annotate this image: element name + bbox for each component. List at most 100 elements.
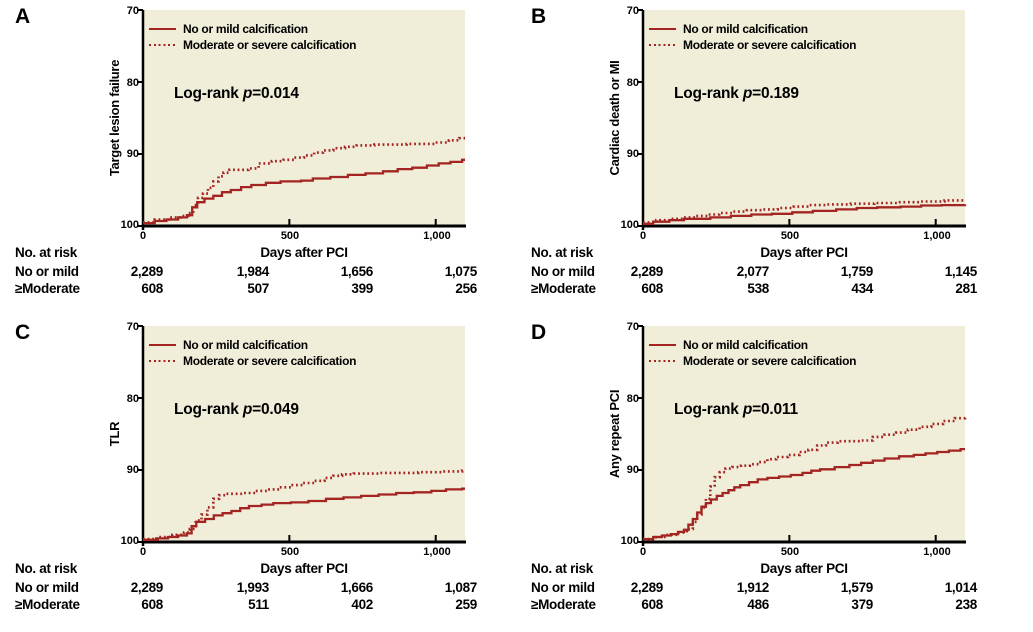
legend-item-dotted: Moderate or severe calcification bbox=[649, 37, 856, 53]
x-tick-label: 500 bbox=[280, 230, 300, 242]
plot-background bbox=[643, 10, 965, 226]
risk-table-header: No. at risk bbox=[15, 245, 77, 260]
y-tick-label: 70 bbox=[126, 321, 139, 333]
y-tick-label: 80 bbox=[126, 393, 139, 405]
logrank-annotation: Log-rank p=0.049 bbox=[174, 401, 299, 419]
solid-line-swatch bbox=[649, 344, 676, 346]
risk-count: 2,289 bbox=[130, 580, 164, 595]
risk-count: 608 bbox=[641, 281, 663, 296]
survival-curve-solid bbox=[143, 158, 465, 225]
dotted-line-swatch bbox=[149, 43, 176, 47]
legend-label-solid: No or mild calcification bbox=[683, 338, 808, 352]
legend-label-solid: No or mild calcification bbox=[183, 338, 308, 352]
risk-count: 1,014 bbox=[944, 580, 978, 595]
risk-count: 486 bbox=[747, 597, 769, 612]
risk-row-label: ≥Moderate bbox=[531, 597, 596, 612]
risk-count: 1,145 bbox=[944, 264, 978, 279]
logrank-p-symbol: p bbox=[242, 401, 253, 418]
risk-count: 608 bbox=[641, 597, 663, 612]
risk-row-label: No or mild bbox=[15, 264, 79, 279]
legend-label-solid: No or mild calcification bbox=[183, 22, 308, 36]
risk-count: 434 bbox=[851, 281, 873, 296]
risk-count: 2,289 bbox=[130, 264, 164, 279]
km-plot-d bbox=[637, 325, 967, 546]
legend-label-dotted: Moderate or severe calcification bbox=[183, 38, 357, 52]
legend-item-dotted: Moderate or severe calcification bbox=[649, 353, 856, 369]
km-plot-b bbox=[637, 9, 967, 230]
risk-count: 1,579 bbox=[840, 580, 874, 595]
panel-c: C TLR No or mild calcification Moderate … bbox=[0, 316, 516, 632]
y-axis-title: TLR bbox=[107, 421, 122, 447]
risk-count: 538 bbox=[747, 281, 769, 296]
risk-count: 1,993 bbox=[236, 580, 270, 595]
risk-count: 608 bbox=[141, 597, 163, 612]
km-plot-a bbox=[137, 9, 466, 230]
legend-item-solid: No or mild calcification bbox=[649, 21, 856, 37]
panel-label: B bbox=[531, 5, 546, 28]
risk-count: 1,984 bbox=[236, 264, 270, 279]
solid-line-swatch bbox=[649, 28, 676, 30]
y-tick-label: 90 bbox=[126, 148, 139, 160]
panel-label: A bbox=[15, 5, 30, 28]
x-tick-label: 500 bbox=[780, 546, 800, 558]
x-axis-title: Days after PCI bbox=[760, 561, 848, 576]
solid-line-swatch bbox=[149, 344, 176, 346]
risk-row-label: No or mild bbox=[15, 580, 79, 595]
y-tick-label: 70 bbox=[126, 5, 139, 17]
survival-curve-solid bbox=[643, 447, 965, 541]
risk-count: 511 bbox=[248, 597, 269, 612]
y-axis-title: Target lesion failure bbox=[107, 59, 122, 177]
panel-d: D Any repeat PCI No or mild calcificatio… bbox=[516, 316, 1032, 632]
y-tick-label: 90 bbox=[126, 464, 139, 476]
risk-count: 256 bbox=[455, 281, 477, 296]
dotted-line-swatch bbox=[149, 359, 176, 363]
x-tick-label: 0 bbox=[139, 546, 147, 558]
x-tick-label: 1,000 bbox=[423, 546, 451, 558]
dotted-line-swatch bbox=[649, 359, 676, 363]
risk-count: 1,759 bbox=[840, 264, 874, 279]
plot-background bbox=[143, 326, 465, 542]
legend-item-dotted: Moderate or severe calcification bbox=[149, 37, 356, 53]
logrank-value: =0.189 bbox=[752, 85, 799, 102]
risk-table-header: No. at risk bbox=[531, 245, 593, 260]
logrank-value: =0.049 bbox=[252, 401, 299, 418]
risk-count: 1,656 bbox=[340, 264, 374, 279]
legend-item-solid: No or mild calcification bbox=[649, 337, 856, 353]
x-tick-label: 0 bbox=[639, 546, 647, 558]
x-tick-label: 1,000 bbox=[923, 230, 951, 242]
risk-table-header: No. at risk bbox=[531, 561, 593, 576]
y-tick-label: 100 bbox=[120, 535, 139, 547]
x-tick-label: 1,000 bbox=[923, 546, 951, 558]
risk-count: 1,087 bbox=[444, 580, 478, 595]
x-axis-title: Days after PCI bbox=[260, 561, 348, 576]
survival-curve-dotted bbox=[643, 199, 967, 224]
survival-curve-dotted bbox=[143, 136, 465, 224]
legend-item-solid: No or mild calcification bbox=[149, 21, 356, 37]
plot-background bbox=[643, 326, 965, 542]
risk-count: 379 bbox=[851, 597, 873, 612]
x-tick-label: 0 bbox=[139, 230, 147, 242]
logrank-prefix: Log-rank bbox=[674, 85, 743, 102]
risk-count: 1,666 bbox=[340, 580, 374, 595]
risk-count: 2,289 bbox=[630, 264, 664, 279]
risk-row-label: ≥Moderate bbox=[15, 597, 80, 612]
legend: No or mild calcification Moderate or sev… bbox=[149, 337, 356, 369]
survival-curve-dotted bbox=[143, 469, 465, 541]
risk-count: 1,075 bbox=[444, 264, 478, 279]
risk-count: 507 bbox=[247, 281, 269, 296]
risk-count: 259 bbox=[455, 597, 477, 612]
panel-a: A Target lesion failure No or mild calci… bbox=[0, 0, 516, 316]
risk-count: 238 bbox=[955, 597, 977, 612]
y-tick-label: 80 bbox=[626, 393, 639, 405]
legend: No or mild calcification Moderate or sev… bbox=[149, 21, 356, 53]
logrank-annotation: Log-rank p=0.014 bbox=[174, 85, 299, 103]
risk-table-header: No. at risk bbox=[15, 561, 77, 576]
legend: No or mild calcification Moderate or sev… bbox=[649, 337, 856, 369]
x-axis-title: Days after PCI bbox=[760, 245, 848, 260]
risk-count: 608 bbox=[141, 281, 163, 296]
y-tick-label: 100 bbox=[620, 219, 639, 231]
logrank-annotation: Log-rank p=0.189 bbox=[674, 85, 799, 103]
panel-label: D bbox=[531, 321, 546, 344]
y-tick-label: 100 bbox=[620, 535, 639, 547]
